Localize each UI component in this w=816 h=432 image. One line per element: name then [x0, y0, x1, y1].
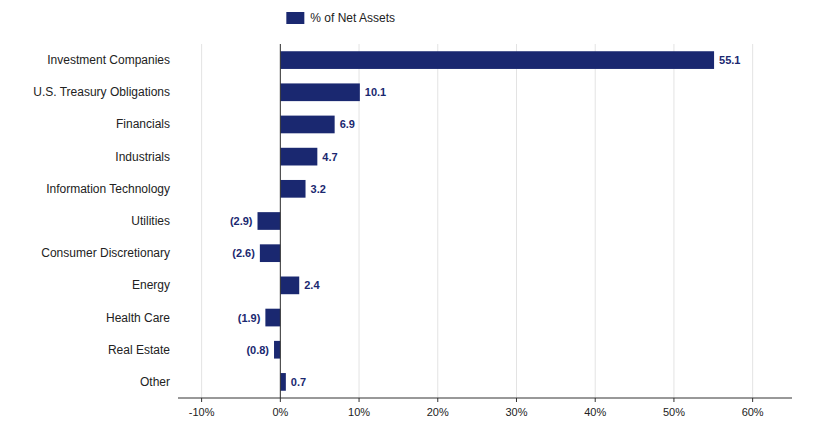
category-label: Information Technology	[46, 182, 170, 196]
category-label: Energy	[132, 278, 170, 292]
x-tick	[516, 398, 517, 402]
grid-line	[280, 44, 281, 398]
zero-line	[280, 44, 281, 398]
x-tick-label: 20%	[427, 406, 449, 418]
data-label: 10.1	[365, 86, 386, 98]
x-tick-label: 30%	[505, 406, 527, 418]
data-label: 55.1	[719, 54, 740, 66]
grid-line	[673, 44, 674, 398]
axes: -10% 0% 10% 20% 30% 40% 50% 60% Investment Compa…	[33, 44, 792, 418]
grid-line	[201, 44, 202, 398]
grid-line	[437, 44, 438, 398]
bar	[280, 51, 714, 69]
data-label: (2.9)	[230, 215, 253, 227]
category-label: U.S. Treasury Obligations	[33, 85, 170, 99]
bar	[280, 180, 305, 198]
x-tick	[673, 398, 674, 402]
chart-svg: 55.1 10.1 6.9 4.7 3.2 (2.9) (2.6) 2.4 (1.9) (0.8)…	[0, 0, 816, 432]
data-label: (0.8)	[246, 344, 269, 356]
bar	[280, 83, 360, 101]
grid-line	[752, 44, 753, 398]
legend: % of Net Assets	[286, 11, 395, 25]
data-label: 3.2	[311, 183, 326, 195]
x-tick	[201, 398, 202, 402]
bar	[265, 309, 280, 327]
x-tick	[437, 398, 438, 402]
data-label: (2.6)	[232, 247, 255, 259]
category-label: Real Estate	[108, 343, 170, 357]
data-labels: 55.1 10.1 6.9 4.7 3.2 (2.9) (2.6) 2.4 (1.9) (0.8)…	[230, 54, 741, 388]
category-label: Investment Companies	[47, 53, 170, 67]
x-tick-label: -10%	[189, 406, 215, 418]
x-tick-label: 0%	[272, 406, 288, 418]
category-label: Financials	[116, 117, 170, 131]
data-label: 4.7	[322, 151, 337, 163]
legend-label: % of Net Assets	[310, 11, 395, 25]
legend-swatch	[286, 12, 304, 24]
grid-line	[595, 44, 596, 398]
category-label: Industrials	[115, 150, 170, 164]
bar	[280, 116, 334, 134]
data-label: 2.4	[304, 279, 320, 291]
grid	[202, 44, 753, 398]
bar	[280, 373, 286, 391]
grid-line	[516, 44, 517, 398]
bar	[274, 341, 280, 359]
x-tick	[280, 398, 281, 402]
x-tick-label: 50%	[663, 406, 685, 418]
chart-container: 55.1 10.1 6.9 4.7 3.2 (2.9) (2.6) 2.4 (1.9) (0.8)…	[0, 0, 816, 432]
x-tick-label: 40%	[584, 406, 606, 418]
data-label: 6.9	[340, 118, 355, 130]
category-label: Health Care	[106, 311, 170, 325]
data-label: (1.9)	[238, 312, 261, 324]
bar	[280, 277, 299, 295]
bar	[260, 244, 280, 262]
x-tick	[595, 398, 596, 402]
category-label: Other	[140, 375, 170, 389]
x-axis-line	[178, 398, 792, 399]
category-label: Utilities	[131, 214, 170, 228]
x-tick	[359, 398, 360, 402]
x-tick-label: 10%	[348, 406, 370, 418]
x-tick	[752, 398, 753, 402]
category-label: Consumer Discretionary	[41, 246, 170, 260]
bars	[258, 51, 715, 391]
bar	[258, 212, 281, 230]
bar	[280, 148, 317, 166]
data-label: 0.7	[291, 376, 306, 388]
x-tick-label: 60%	[742, 406, 764, 418]
